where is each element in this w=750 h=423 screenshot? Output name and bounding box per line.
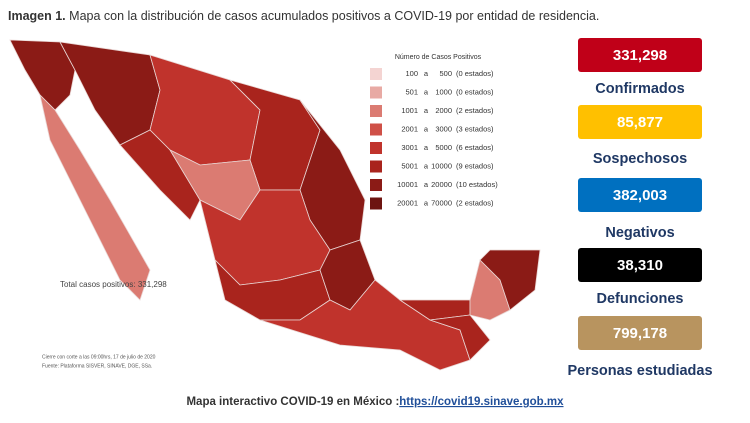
note: Cierre con corte a las 09:00hrs, 17 de j… [42, 354, 156, 360]
stat-label: Confirmados [595, 81, 684, 97]
map [9, 39, 541, 371]
stat-box [578, 316, 702, 350]
legend-from: 5001 [401, 161, 418, 170]
title-bold: Imagen 1. [8, 9, 66, 23]
stat-box [578, 178, 702, 212]
legend-count: (2 estados) [456, 198, 494, 207]
legend-swatch [370, 123, 382, 136]
legend-swatch [370, 160, 382, 173]
legend-count: (2 estados) [456, 106, 494, 115]
legend-from: 501 [405, 87, 418, 96]
stat-label: Negativos [605, 225, 674, 241]
legend-sep: a [424, 69, 429, 78]
title-text: Mapa con la distribución de casos acumul… [69, 9, 599, 23]
legend-swatch [370, 179, 382, 191]
stat-label: Sospechosos [593, 151, 687, 167]
legend-from: 100 [405, 69, 418, 78]
legend-sep: a [424, 143, 429, 152]
header-title: Imagen 1. Mapa con la distribución de ca… [8, 9, 599, 23]
legend-sep: a [424, 161, 429, 170]
legend-to: 2000 [435, 106, 452, 115]
stat-box [578, 105, 702, 139]
legend-count: (0 estados) [456, 69, 494, 78]
legend-count: (0 estados) [456, 87, 494, 96]
legend-sep: a [424, 124, 429, 133]
legend-to: 20000 [431, 180, 452, 189]
legend-swatch [370, 86, 382, 99]
stat-box [578, 38, 702, 72]
footer-text: Mapa interactivo COVID-19 en México : [186, 396, 399, 408]
legend-count: (10 estados) [456, 180, 498, 189]
total-cases: Total casos positivos: 331,298 [60, 280, 167, 289]
legend: 100 a 500 (0 estados) 501 a 1000 (0 estados) 100… [370, 68, 498, 210]
legend-count: (3 estados) [456, 124, 494, 133]
legend-swatch [370, 105, 382, 117]
legend-to: 1000 [435, 87, 452, 96]
legend-swatch [370, 197, 382, 210]
legend-to: 500 [439, 69, 452, 78]
stat-label: Defunciones [596, 291, 683, 307]
stats: 331,298 Confirmados 85,877 Sospechosos 382,0… [567, 38, 713, 379]
legend-swatch [370, 68, 382, 80]
stat-value: 799,178 [613, 325, 667, 342]
state [39, 93, 151, 301]
footer: Mapa interactivo COVID-19 en México :htt… [186, 396, 564, 408]
stat-box [578, 248, 702, 282]
state [479, 249, 541, 311]
legend-title: Número de Casos Positivos [395, 54, 482, 61]
legend-from: 1001 [401, 106, 418, 115]
legend-from: 3001 [401, 143, 418, 152]
stat-value: 85,877 [617, 114, 663, 131]
legend-from: 20001 [397, 198, 418, 207]
footer-link[interactable]: https://covid19.sinave.gob.mx [399, 396, 564, 408]
note: Fuente: Plataforma SISVER, SINAVE, DGE, … [42, 363, 152, 369]
legend-to: 70000 [431, 198, 452, 207]
stat-value: 38,310 [617, 257, 663, 274]
legend-to: 10000 [431, 161, 452, 170]
legend-swatch [370, 142, 382, 154]
stat-label: Personas estudiadas [567, 363, 712, 379]
legend-count: (9 estados) [456, 161, 494, 170]
state [59, 41, 161, 146]
stat-value: 382,003 [613, 187, 667, 204]
legend-sep: a [424, 198, 429, 207]
legend-from: 10001 [397, 180, 418, 189]
legend-from: 2001 [401, 124, 418, 133]
legend-sep: a [424, 87, 429, 96]
stat-value: 331,298 [613, 47, 667, 64]
legend-to: 5000 [435, 143, 452, 152]
state [429, 314, 491, 361]
legend-sep: a [424, 106, 429, 115]
legend-sep: a [424, 180, 429, 189]
legend-to: 3000 [435, 124, 452, 133]
legend-count: (6 estados) [456, 143, 494, 152]
